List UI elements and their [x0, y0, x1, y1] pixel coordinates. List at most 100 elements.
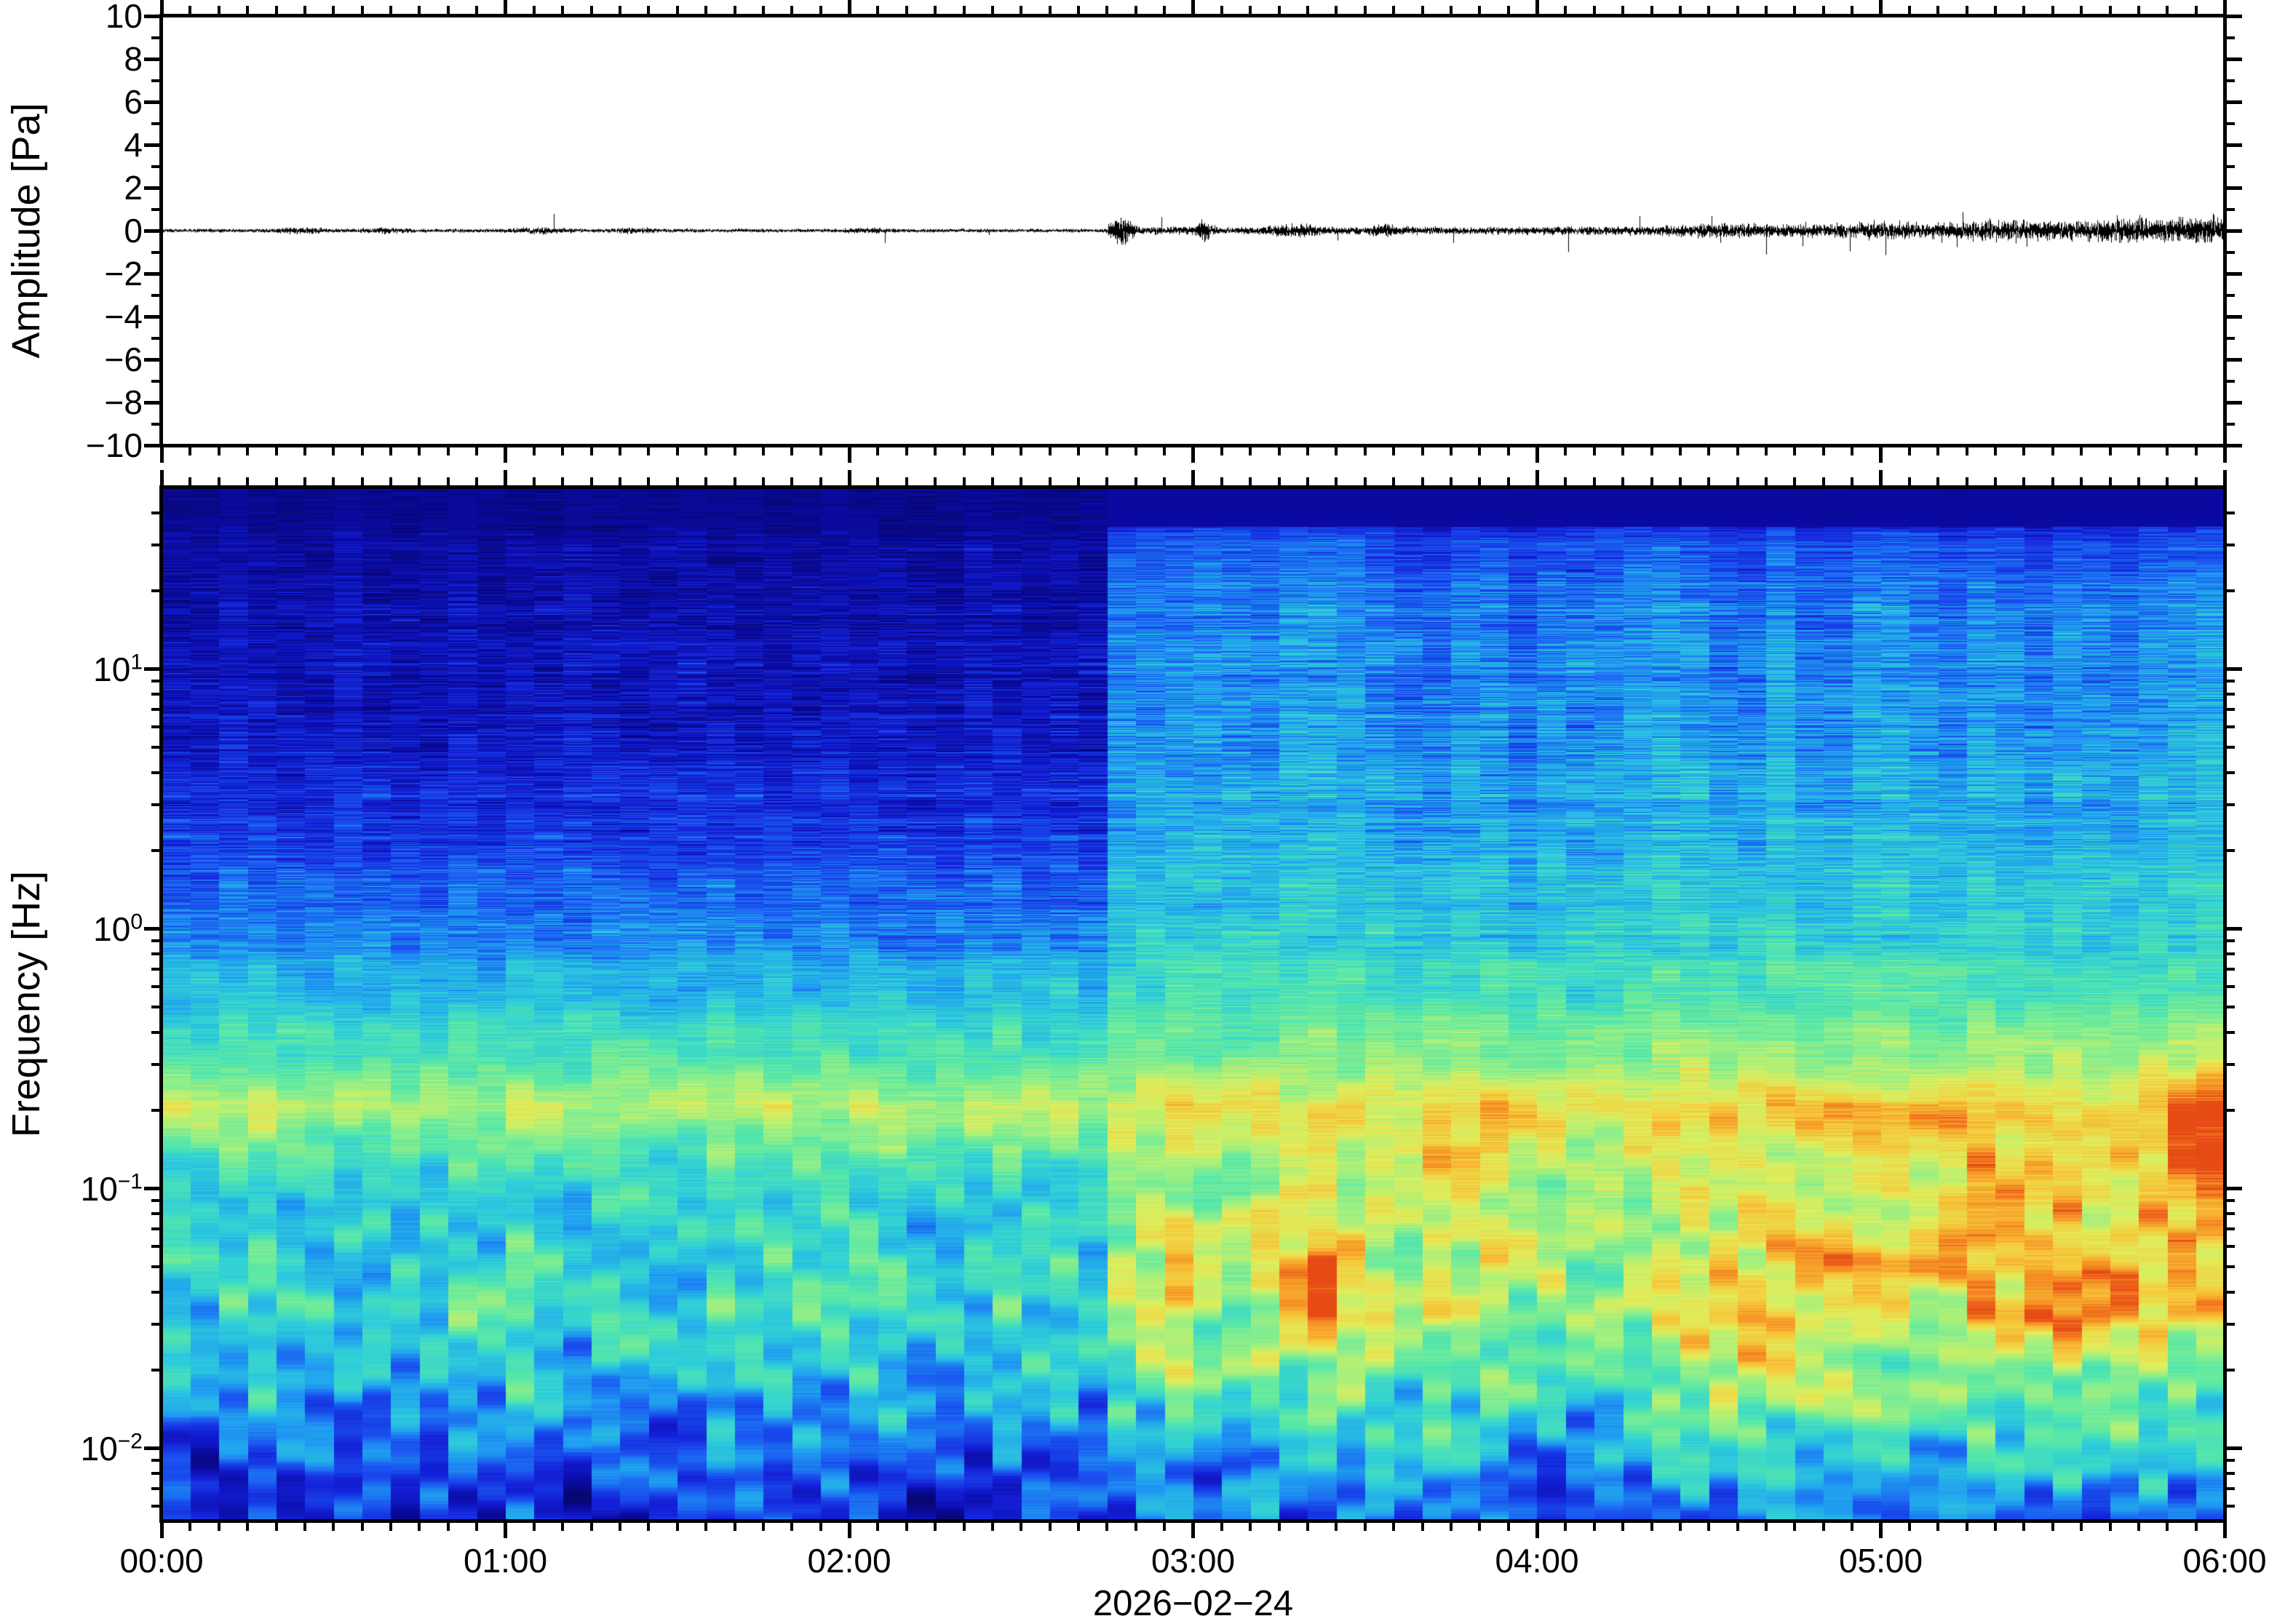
- tick-mark: [619, 6, 621, 15]
- tick-mark: [274, 477, 278, 486]
- time-tick-label: 04:00: [1495, 1542, 1579, 1580]
- tick-mark: [2166, 447, 2169, 455]
- tick-mark: [144, 357, 160, 362]
- tick-mark: [2226, 1323, 2235, 1326]
- tick-mark: [1965, 447, 1968, 455]
- tick-mark: [790, 447, 794, 455]
- tick-mark: [675, 6, 679, 15]
- tick-mark: [561, 447, 565, 455]
- tick-mark: [2226, 1006, 2235, 1008]
- amplitude-tick-label: −4: [104, 298, 143, 335]
- tick-mark: [475, 447, 479, 455]
- tick-mark: [1592, 477, 1596, 486]
- tick-mark: [1736, 6, 1739, 15]
- tick-mark: [1965, 6, 1968, 15]
- tick-mark: [2226, 693, 2235, 696]
- tick-mark: [151, 771, 160, 774]
- tick-mark: [159, 470, 164, 486]
- tick-mark: [1506, 1522, 1510, 1531]
- tick-mark: [790, 477, 794, 486]
- tick-mark: [1592, 447, 1596, 455]
- tick-mark: [589, 447, 593, 455]
- tick-mark: [847, 1522, 851, 1538]
- tick-mark: [144, 443, 160, 447]
- tick-mark: [1249, 6, 1252, 15]
- tick-mark: [1821, 6, 1825, 15]
- tick-mark: [1907, 1522, 1911, 1531]
- tick-mark: [1821, 1522, 1825, 1531]
- tick-mark: [962, 477, 966, 486]
- tick-mark: [1420, 1522, 1424, 1531]
- tick-mark: [151, 293, 160, 297]
- tick-mark: [532, 477, 536, 486]
- tick-mark: [1936, 447, 1940, 455]
- tick-mark: [151, 1504, 160, 1508]
- tick-mark: [1020, 447, 1023, 455]
- tick-mark: [1134, 477, 1137, 486]
- time-tick-label: 00:00: [119, 1542, 204, 1580]
- time-tick-label: 01:00: [463, 1542, 548, 1580]
- tick-mark: [303, 447, 306, 455]
- tick-mark: [188, 6, 192, 15]
- tick-mark: [151, 952, 160, 956]
- tick-mark: [1335, 477, 1338, 486]
- tick-mark: [446, 1522, 450, 1531]
- tick-mark: [1077, 1522, 1080, 1531]
- tick-mark: [1936, 1522, 1940, 1531]
- tick-mark: [1191, 1522, 1195, 1538]
- tick-mark: [1163, 1522, 1167, 1531]
- tick-mark: [1077, 477, 1080, 486]
- tick-mark: [2166, 477, 2169, 486]
- tick-mark: [1736, 447, 1739, 455]
- tick-mark: [1163, 6, 1167, 15]
- tick-mark: [589, 1522, 593, 1531]
- tick-mark: [1907, 477, 1911, 486]
- tick-mark: [675, 477, 679, 486]
- tick-mark: [990, 447, 994, 455]
- tick-mark: [151, 984, 160, 988]
- tick-mark: [1535, 447, 1539, 463]
- tick-mark: [1793, 447, 1797, 455]
- tick-mark: [2022, 477, 2026, 486]
- tick-mark: [504, 1522, 507, 1538]
- tick-mark: [1449, 1522, 1453, 1531]
- tick-mark: [151, 1323, 160, 1326]
- frequency-tick-label: 10−1: [80, 1169, 143, 1208]
- tick-mark: [475, 477, 479, 486]
- tick-mark: [2226, 250, 2235, 254]
- tick-mark: [2080, 6, 2083, 15]
- tick-mark: [1163, 447, 1167, 455]
- tick-mark: [1134, 1522, 1137, 1531]
- tick-mark: [144, 271, 160, 276]
- tick-mark: [151, 250, 160, 254]
- tick-mark: [1621, 1522, 1625, 1531]
- tick-mark: [1105, 1522, 1109, 1531]
- tick-mark: [2226, 589, 2235, 593]
- tick-mark: [332, 447, 335, 455]
- tick-mark: [905, 6, 908, 15]
- tick-mark: [934, 6, 937, 15]
- tick-mark: [2222, 0, 2227, 15]
- tick-mark: [876, 6, 880, 15]
- tick-mark: [151, 803, 160, 807]
- tick-mark: [2226, 271, 2242, 276]
- tick-mark: [647, 477, 651, 486]
- tick-mark: [2137, 6, 2140, 15]
- tick-mark: [2226, 293, 2235, 297]
- tick-mark: [1621, 447, 1625, 455]
- tick-mark: [1105, 447, 1109, 455]
- tick-mark: [217, 447, 220, 455]
- tick-mark: [1678, 1522, 1682, 1531]
- tick-mark: [2226, 164, 2235, 168]
- tick-mark: [675, 1522, 679, 1531]
- tick-mark: [151, 36, 160, 39]
- tick-mark: [360, 1522, 364, 1531]
- tick-mark: [151, 1458, 160, 1462]
- tick-mark: [2226, 1198, 2235, 1202]
- tick-mark: [1449, 6, 1453, 15]
- tick-mark: [1851, 1522, 1854, 1531]
- tick-mark: [151, 1244, 160, 1248]
- tick-mark: [1879, 1522, 1883, 1538]
- tick-mark: [332, 6, 335, 15]
- tick-mark: [1392, 6, 1396, 15]
